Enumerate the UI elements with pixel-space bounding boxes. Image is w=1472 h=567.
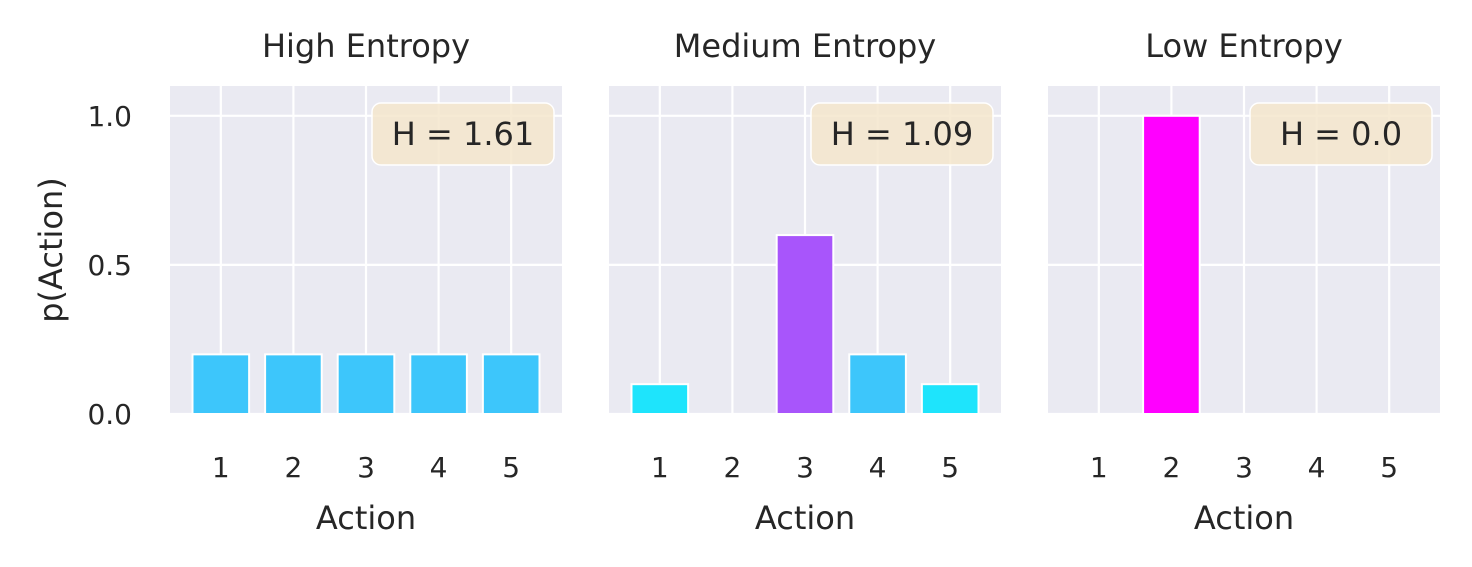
bar-action-4 <box>848 353 907 416</box>
x-tick-label: 1 <box>1090 451 1108 484</box>
y-tick-label: 0.0 <box>87 398 132 431</box>
bar-action-2 <box>264 353 323 416</box>
x-tick-label: 1 <box>212 451 230 484</box>
x-tick-label: 1 <box>651 451 669 484</box>
x-tick-label: 5 <box>502 451 520 484</box>
x-tick-label: 3 <box>1235 451 1253 484</box>
entropy-annotation-text: H = 1.09 <box>831 115 973 153</box>
x-tick-label: 3 <box>796 451 814 484</box>
entropy-annotation-box <box>1249 102 1433 166</box>
x-tick-label: 4 <box>869 451 887 484</box>
y-tick-label: 0.5 <box>87 249 132 282</box>
panel-1: 1 2 3 4 5 0.0 0.5 1.0 High Entropy Action p(Action… <box>32 27 562 537</box>
y-tick-label: 1.0 <box>87 100 132 133</box>
x-tick-label: 4 <box>430 451 448 484</box>
x-tick-label: 4 <box>1308 451 1326 484</box>
y-axis-label: p(Action) <box>32 177 70 323</box>
bar-action-5 <box>481 353 541 416</box>
bar-action-1 <box>191 353 251 416</box>
x-axis-label: Action <box>316 499 416 537</box>
x-tick-label: 2 <box>723 451 741 484</box>
x-tick-label: 3 <box>357 451 375 484</box>
panel-title: Medium Entropy <box>674 27 936 65</box>
bar-action-1 <box>630 383 690 416</box>
x-tick-label: 5 <box>1380 451 1398 484</box>
bar-action-5 <box>920 383 980 416</box>
panel-title: Low Entropy <box>1145 27 1343 65</box>
x-tick-label: 5 <box>941 451 959 484</box>
bar-action-3 <box>336 353 396 416</box>
x-axis-label: Action <box>1194 499 1294 537</box>
entropy-annotation-text: H = 0.0 <box>1280 115 1402 153</box>
bar-action-2 <box>1142 114 1201 416</box>
bar-action-4 <box>409 353 468 416</box>
bar-action-3 <box>775 234 835 415</box>
panel-2: 1 2 3 4 5 Medium Entropy Action H = 1.09 <box>609 27 1001 537</box>
entropy-annotation-box <box>810 102 994 166</box>
entropy-annotation-box <box>371 102 555 166</box>
panel-3: 1 2 3 4 5 Low Entropy Action H = 0.0 <box>1048 27 1440 537</box>
x-tick-label: 2 <box>284 451 302 484</box>
panel-title: High Entropy <box>262 27 470 65</box>
x-axis-label: Action <box>755 499 855 537</box>
entropy-annotation-text: H = 1.61 <box>392 115 534 153</box>
x-tick-label: 2 <box>1162 451 1180 484</box>
